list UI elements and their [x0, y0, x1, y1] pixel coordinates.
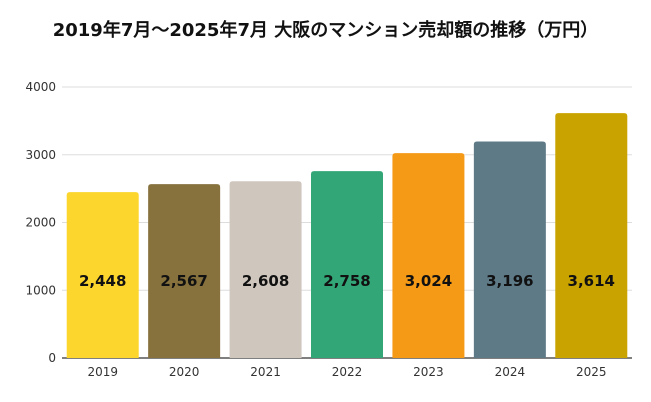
- bar-2023: [392, 153, 465, 358]
- y-tick-label: 4000: [25, 80, 56, 94]
- x-axis-ticks: 2019 2020 2021 2022 2023 2024 2025: [87, 365, 606, 379]
- data-label-2024: 3,196: [486, 272, 533, 290]
- data-label-2021: 2,608: [242, 272, 289, 290]
- data-label-2022: 2,758: [323, 272, 370, 290]
- x-tick-label-2021: 2021: [250, 365, 281, 379]
- x-tick-label-2019: 2019: [87, 365, 118, 379]
- data-labels: 2,448 2,567 2,608 2,758 3,024 3,196 3,614: [79, 272, 615, 290]
- bar-2021: [229, 181, 302, 358]
- y-tick-label: 1000: [25, 283, 56, 297]
- chart-title: 2019年7月～2025年7月 大阪のマンション売却額の推移（万円）: [52, 20, 599, 41]
- x-tick-label-2025: 2025: [576, 365, 607, 379]
- bar-2024: [473, 141, 546, 358]
- x-tick-label-2023: 2023: [413, 365, 444, 379]
- x-tick-label-2024: 2024: [495, 365, 526, 379]
- data-label-2025: 3,614: [568, 272, 615, 290]
- x-tick-label-2020: 2020: [169, 365, 200, 379]
- data-label-2019: 2,448: [79, 272, 126, 290]
- bar-2025: [555, 113, 628, 359]
- y-tick-label: 2000: [25, 216, 56, 230]
- bar-2019: [66, 192, 139, 358]
- y-axis-ticks: 0 1000 2000 3000 4000: [25, 80, 56, 365]
- bars: [66, 113, 628, 359]
- data-label-2020: 2,567: [160, 272, 207, 290]
- bar-2020: [148, 184, 221, 358]
- data-label-2023: 3,024: [405, 272, 452, 290]
- y-tick-label: 3000: [25, 148, 56, 162]
- bar-2022: [311, 171, 383, 358]
- y-tick-label: 0: [48, 351, 56, 365]
- x-tick-label-2022: 2022: [332, 365, 363, 379]
